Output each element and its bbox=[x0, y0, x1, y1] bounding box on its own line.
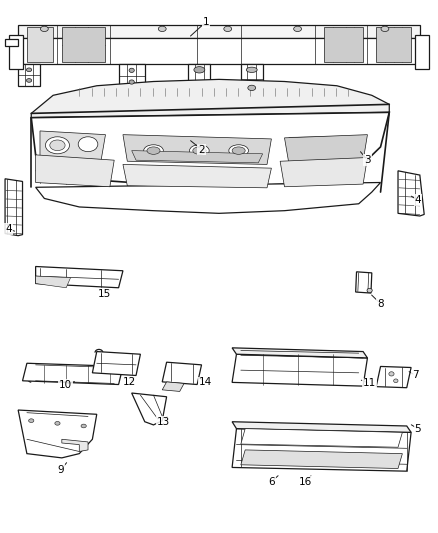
Text: 10: 10 bbox=[59, 379, 72, 390]
Text: 5: 5 bbox=[414, 424, 421, 434]
Ellipse shape bbox=[224, 26, 232, 31]
Polygon shape bbox=[22, 364, 123, 384]
Text: 9: 9 bbox=[58, 465, 64, 474]
Polygon shape bbox=[18, 64, 40, 86]
Ellipse shape bbox=[129, 68, 134, 72]
Polygon shape bbox=[92, 352, 141, 375]
Ellipse shape bbox=[55, 422, 60, 425]
Polygon shape bbox=[18, 410, 97, 458]
Polygon shape bbox=[232, 348, 367, 358]
Ellipse shape bbox=[190, 145, 209, 157]
Ellipse shape bbox=[78, 137, 98, 152]
Polygon shape bbox=[35, 155, 114, 187]
Ellipse shape bbox=[81, 424, 86, 428]
Polygon shape bbox=[5, 179, 22, 236]
Polygon shape bbox=[10, 35, 22, 69]
Ellipse shape bbox=[229, 145, 248, 157]
Ellipse shape bbox=[246, 67, 257, 72]
Polygon shape bbox=[40, 131, 106, 160]
Text: 13: 13 bbox=[156, 417, 170, 427]
Ellipse shape bbox=[194, 67, 205, 73]
Polygon shape bbox=[31, 112, 389, 188]
Polygon shape bbox=[232, 354, 367, 386]
Polygon shape bbox=[280, 158, 367, 187]
Polygon shape bbox=[132, 393, 166, 425]
Polygon shape bbox=[119, 64, 145, 88]
Polygon shape bbox=[285, 135, 367, 164]
Ellipse shape bbox=[26, 68, 32, 71]
Ellipse shape bbox=[40, 26, 48, 31]
Ellipse shape bbox=[129, 80, 134, 84]
Polygon shape bbox=[416, 35, 428, 69]
Polygon shape bbox=[62, 439, 88, 451]
Ellipse shape bbox=[28, 419, 34, 423]
Ellipse shape bbox=[293, 26, 301, 31]
Polygon shape bbox=[324, 27, 363, 62]
Polygon shape bbox=[241, 450, 403, 469]
Polygon shape bbox=[35, 182, 381, 213]
Polygon shape bbox=[356, 272, 372, 293]
Ellipse shape bbox=[367, 288, 372, 293]
Polygon shape bbox=[376, 27, 411, 62]
Polygon shape bbox=[162, 382, 184, 391]
Polygon shape bbox=[5, 39, 18, 46]
Polygon shape bbox=[398, 171, 424, 216]
Ellipse shape bbox=[232, 147, 245, 155]
Polygon shape bbox=[123, 135, 272, 165]
Polygon shape bbox=[132, 151, 263, 163]
Ellipse shape bbox=[147, 147, 160, 155]
Text: 4: 4 bbox=[5, 224, 12, 235]
Polygon shape bbox=[123, 165, 272, 188]
Polygon shape bbox=[232, 429, 411, 471]
Text: 3: 3 bbox=[364, 155, 371, 165]
Ellipse shape bbox=[158, 26, 166, 31]
Ellipse shape bbox=[381, 26, 389, 31]
Ellipse shape bbox=[26, 78, 32, 82]
Ellipse shape bbox=[389, 372, 394, 376]
Ellipse shape bbox=[46, 137, 70, 154]
Text: 11: 11 bbox=[363, 378, 376, 389]
Ellipse shape bbox=[50, 140, 65, 151]
Ellipse shape bbox=[248, 85, 256, 91]
Polygon shape bbox=[232, 422, 411, 432]
Text: 15: 15 bbox=[98, 289, 111, 299]
Polygon shape bbox=[18, 25, 420, 38]
Polygon shape bbox=[162, 362, 201, 384]
Text: 16: 16 bbox=[299, 477, 312, 487]
Polygon shape bbox=[18, 38, 420, 64]
Ellipse shape bbox=[193, 147, 206, 155]
Text: 8: 8 bbox=[377, 298, 384, 309]
Ellipse shape bbox=[144, 145, 163, 157]
Polygon shape bbox=[35, 266, 123, 288]
Polygon shape bbox=[188, 64, 210, 88]
Polygon shape bbox=[27, 27, 53, 62]
Text: 4: 4 bbox=[414, 195, 421, 205]
Ellipse shape bbox=[394, 379, 398, 383]
Polygon shape bbox=[35, 276, 71, 288]
Polygon shape bbox=[62, 27, 106, 62]
Polygon shape bbox=[241, 429, 403, 447]
Polygon shape bbox=[241, 64, 263, 94]
Polygon shape bbox=[376, 367, 411, 387]
Polygon shape bbox=[31, 79, 389, 124]
Text: 1: 1 bbox=[203, 17, 209, 27]
Text: 6: 6 bbox=[268, 477, 275, 487]
Text: 7: 7 bbox=[412, 370, 419, 381]
Text: 12: 12 bbox=[123, 377, 136, 387]
Text: 14: 14 bbox=[198, 377, 212, 387]
Text: 2: 2 bbox=[198, 144, 205, 155]
